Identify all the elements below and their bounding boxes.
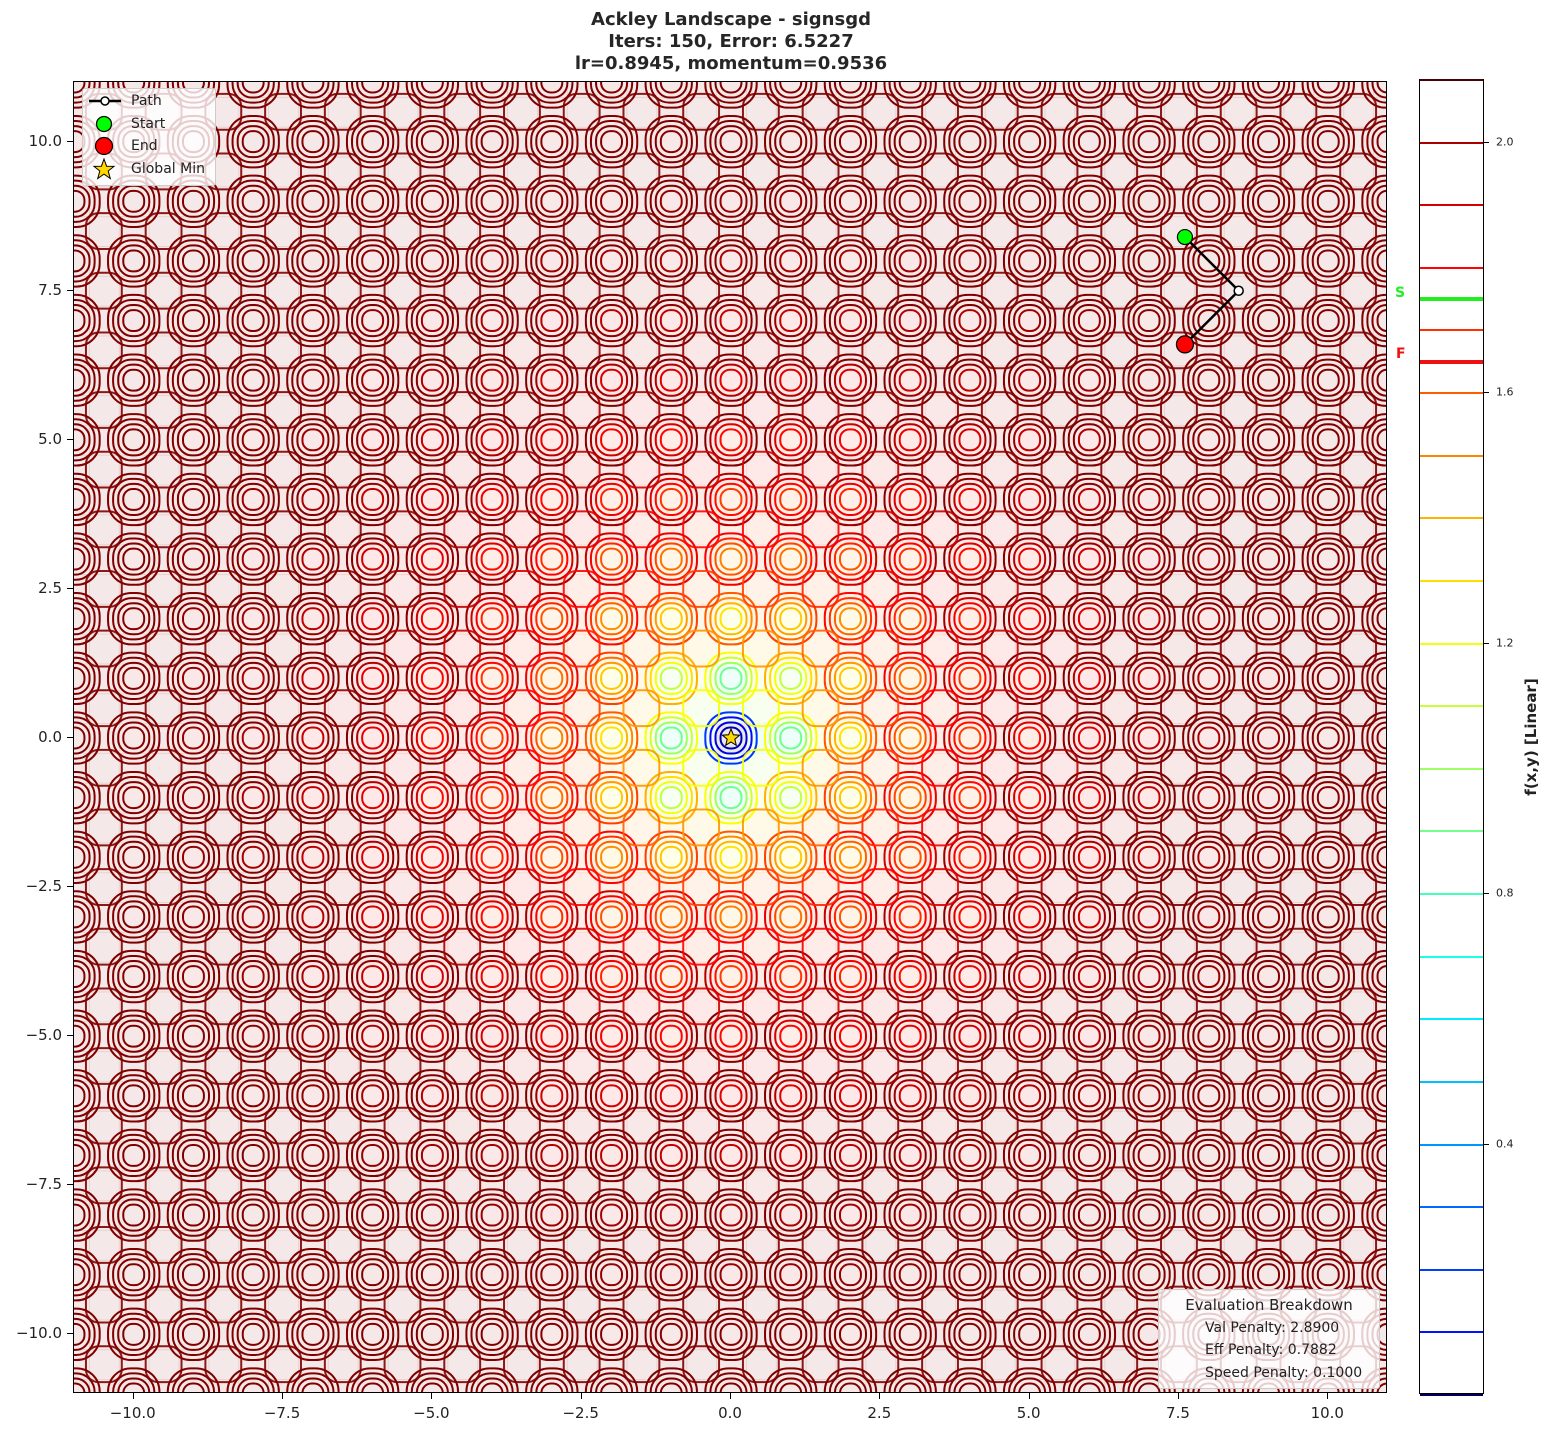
x-tick-label: 2.5 (867, 1404, 892, 1422)
x-tick-mark (1327, 1393, 1329, 1399)
y-tick-mark (67, 737, 73, 738)
colorbar-level-line (1420, 830, 1483, 833)
colorbar-start-line (1420, 297, 1483, 302)
colorbar-level-line (1420, 517, 1483, 520)
colorbar-tick-mark (1484, 392, 1489, 394)
start-point-icon (1176, 228, 1194, 246)
colorbar-level-line (1420, 893, 1483, 896)
eff-penalty: Eff Penalty: 0.7882 (1205, 1342, 1337, 1358)
colorbar-level-line (1420, 1268, 1483, 1271)
x-tick-mark (1028, 1393, 1030, 1399)
y-tick-label: 2.5 (38, 578, 62, 597)
y-tick-label: −2.5 (25, 877, 62, 896)
x-tick-label: −7.5 (263, 1404, 301, 1422)
speed-penalty: Speed Penalty: 0.1000 (1205, 1365, 1363, 1381)
colorbar-level-line (1420, 1394, 1483, 1396)
legend-item-end: End (83, 135, 158, 157)
y-tick-label: 10.0 (28, 131, 62, 150)
colorbar-level-line (1420, 1080, 1483, 1083)
x-tick-label: 5.0 (1016, 1404, 1041, 1422)
chart-title: Ackley Landscape - signsgd Iters: 150, E… (0, 9, 1462, 75)
colorbar-level-line (1420, 329, 1483, 332)
y-tick-label: −5.0 (25, 1026, 62, 1045)
colorbar-level-line (1420, 705, 1483, 708)
evaluation-breakdown-box: Evaluation Breakdown Val Penalty: 2.8900… (1158, 1289, 1380, 1389)
colorbar-tick-label: 0.4 (1496, 1137, 1514, 1151)
colorbar-level-line (1420, 141, 1483, 144)
colorbar-tick-mark (1484, 893, 1489, 895)
red-circle-icon (83, 135, 129, 157)
y-tick-mark (67, 1333, 73, 1335)
colorbar (1419, 79, 1484, 1396)
x-tick-label: 10.0 (1310, 1404, 1344, 1422)
y-tick-mark (67, 1035, 73, 1037)
end-point-icon (1175, 335, 1195, 354)
title-line-3: lr=0.8945, momentum=0.9536 (574, 53, 888, 74)
colorbar-level-line (1420, 454, 1483, 457)
colorbar-level-line (1420, 579, 1483, 582)
y-tick-mark (67, 587, 73, 589)
y-tick-label: 0.0 (38, 728, 62, 746)
evaluation-title: Evaluation Breakdown (1185, 1296, 1353, 1314)
title-line-2: Iters: 150, Error: 6.5227 (608, 31, 854, 52)
y-tick-mark (67, 438, 73, 440)
global-min-star-icon (721, 727, 741, 747)
gold-star-icon (83, 157, 129, 180)
x-tick-mark (1177, 1393, 1179, 1399)
x-tick-label: 7.5 (1166, 1404, 1190, 1422)
legend-item-start: Start (83, 113, 165, 135)
y-tick-label: 7.5 (38, 280, 62, 299)
x-tick-label: −10.0 (109, 1404, 156, 1422)
colorbar-start-marker: S (1395, 285, 1406, 301)
y-tick-mark (67, 140, 73, 142)
y-tick-mark (67, 886, 73, 888)
contour-field (74, 82, 1386, 1392)
colorbar-level-line (1420, 1143, 1483, 1146)
x-tick-mark (580, 1393, 582, 1399)
path-waypoint-icon (1233, 285, 1244, 296)
line-with-open-circle-icon (83, 90, 129, 112)
colorbar-level-line (1420, 1331, 1483, 1334)
val-penalty: Val Penalty: 2.8900 (1205, 1320, 1340, 1336)
colorbar-level-line (1420, 642, 1483, 645)
colorbar-level-line (1420, 1206, 1483, 1209)
x-tick-label: −5.0 (413, 1404, 450, 1422)
colorbar-final-line (1420, 359, 1483, 364)
colorbar-level-line (1420, 767, 1483, 770)
colorbar-tick-label: 1.2 (1496, 636, 1514, 650)
green-circle-icon (83, 113, 129, 135)
colorbar-tick-label: 1.6 (1496, 385, 1514, 399)
colorbar-level-line (1420, 392, 1483, 395)
colorbar-label: f(x,y) [Linear] (1522, 678, 1540, 796)
x-tick-mark (431, 1393, 433, 1399)
x-tick-mark (132, 1393, 134, 1399)
colorbar-tick-label: 0.8 (1496, 886, 1514, 900)
colorbar-level-line (1420, 266, 1483, 269)
x-tick-mark (282, 1393, 284, 1399)
y-tick-label: 5.0 (38, 429, 62, 448)
colorbar-tick-mark (1484, 1143, 1489, 1145)
colorbar-level-line (1420, 204, 1483, 207)
legend: Path Start End Global Min (82, 88, 216, 186)
y-tick-mark (67, 1184, 73, 1186)
colorbar-tick-mark (1484, 642, 1489, 644)
colorbar-level-line (1420, 1018, 1483, 1021)
title-line-1: Ackley Landscape - signsgd (591, 9, 871, 30)
y-tick-mark (67, 289, 73, 291)
x-tick-mark (730, 1393, 731, 1399)
y-tick-label: −7.5 (25, 1175, 62, 1194)
x-tick-label: 0.0 (718, 1404, 742, 1422)
colorbar-tick-mark (1484, 141, 1489, 143)
colorbar-final-marker: F (1396, 346, 1406, 362)
colorbar-level-line (1420, 79, 1483, 81)
y-tick-label: −10.0 (16, 1324, 62, 1343)
colorbar-level-line (1420, 955, 1483, 958)
x-tick-mark (879, 1393, 881, 1399)
legend-item-path: Path (83, 90, 162, 112)
legend-item-global-min: Global Min (83, 157, 205, 180)
x-tick-label: −2.5 (562, 1404, 599, 1422)
colorbar-tick-label: 2.0 (1496, 135, 1514, 149)
plot-area (73, 81, 1387, 1393)
